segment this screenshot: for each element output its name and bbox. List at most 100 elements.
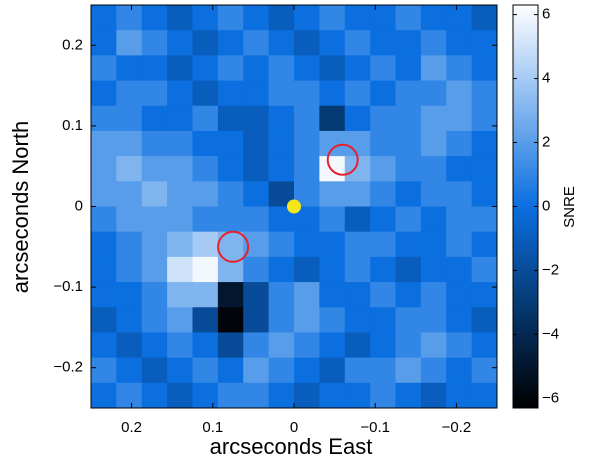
heat-cell — [218, 30, 244, 56]
heat-cell — [370, 5, 396, 31]
heat-cell — [396, 282, 422, 308]
heat-cell — [218, 55, 244, 81]
heat-cell — [370, 156, 396, 182]
heat-cell — [294, 232, 320, 258]
colorbar-tick-label: −4 — [542, 325, 559, 342]
heat-cell — [142, 257, 168, 283]
heat-cell — [294, 332, 320, 358]
heat-cell — [472, 30, 498, 56]
heat-cell — [370, 282, 396, 308]
heat-cell — [193, 5, 219, 31]
heat-cell — [472, 383, 498, 409]
heat-cell — [91, 5, 117, 31]
heat-cell — [91, 282, 117, 308]
heat-cell — [142, 81, 168, 107]
heat-cell — [91, 156, 117, 182]
heat-cell — [91, 207, 117, 233]
colorbar-tick-label: 4 — [542, 70, 550, 87]
y-tick-label: −0.2 — [53, 359, 83, 376]
heat-cell — [396, 257, 422, 283]
heat-cell — [294, 257, 320, 283]
heat-cell — [370, 81, 396, 107]
heat-cell — [116, 30, 142, 56]
heat-cell — [345, 55, 371, 81]
heat-cell — [472, 55, 498, 81]
heat-cell — [243, 131, 269, 157]
heat-cell — [319, 5, 345, 31]
heat-cell — [472, 156, 498, 182]
heat-cell — [396, 55, 422, 81]
heat-cell — [167, 383, 193, 409]
heat-cell — [116, 332, 142, 358]
heat-cell — [91, 55, 117, 81]
heat-cell — [472, 257, 498, 283]
heat-cell — [472, 307, 498, 333]
heat-cell — [91, 106, 117, 132]
heat-cell — [370, 106, 396, 132]
heat-cell — [446, 181, 472, 207]
heat-cell — [294, 131, 320, 157]
heat-cell — [243, 106, 269, 132]
heat-cell — [193, 30, 219, 56]
heat-cell — [446, 30, 472, 56]
heat-cell — [91, 257, 117, 283]
heat-cell — [345, 358, 371, 384]
heat-cell — [218, 307, 244, 333]
heat-cell — [345, 207, 371, 233]
heat-cell — [116, 55, 142, 81]
heat-cell — [370, 257, 396, 283]
heat-cell — [472, 131, 498, 157]
heat-cell — [193, 181, 219, 207]
heat-cell — [345, 106, 371, 132]
heat-cell — [472, 358, 498, 384]
x-axis-label: arcseconds East — [210, 434, 373, 459]
heat-cell — [269, 232, 295, 258]
heat-cell — [269, 307, 295, 333]
heat-cell — [193, 207, 219, 233]
heat-cell — [218, 81, 244, 107]
heat-cell — [345, 181, 371, 207]
heat-cell — [91, 332, 117, 358]
colorbar-tick-label: 6 — [542, 6, 550, 23]
heat-cell — [193, 358, 219, 384]
heat-cell — [446, 106, 472, 132]
heat-cell — [396, 156, 422, 182]
heat-cell — [446, 358, 472, 384]
heat-cell — [446, 232, 472, 258]
heat-cell — [345, 282, 371, 308]
heat-cell — [421, 131, 447, 157]
x-tick-label: 0.2 — [121, 419, 142, 436]
heat-cell — [142, 232, 168, 258]
heat-cell — [472, 81, 498, 107]
heat-cell — [193, 156, 219, 182]
heat-cell — [370, 30, 396, 56]
heat-cell — [243, 207, 269, 233]
heat-cell — [345, 232, 371, 258]
heat-cell — [370, 383, 396, 409]
heat-cell — [218, 383, 244, 409]
heat-cell — [116, 257, 142, 283]
heat-cell — [446, 282, 472, 308]
heat-cell — [319, 81, 345, 107]
heat-cell — [345, 30, 371, 56]
heat-cell — [446, 332, 472, 358]
heat-cell — [421, 5, 447, 31]
heat-cell — [193, 232, 219, 258]
heat-cell — [218, 156, 244, 182]
heat-cell — [472, 106, 498, 132]
heat-cell — [167, 257, 193, 283]
heat-cell — [319, 181, 345, 207]
heat-cell — [167, 131, 193, 157]
heat-cell — [167, 307, 193, 333]
heat-cell — [294, 383, 320, 409]
y-tick-label: −0.1 — [53, 278, 83, 295]
colorbar-tick-label: 0 — [542, 197, 550, 214]
heat-cell — [218, 207, 244, 233]
heat-cell — [243, 358, 269, 384]
heat-cell — [142, 207, 168, 233]
heat-cell — [116, 282, 142, 308]
heat-cell — [269, 106, 295, 132]
heat-cell — [269, 55, 295, 81]
heat-cell — [218, 181, 244, 207]
heat-cell — [396, 81, 422, 107]
